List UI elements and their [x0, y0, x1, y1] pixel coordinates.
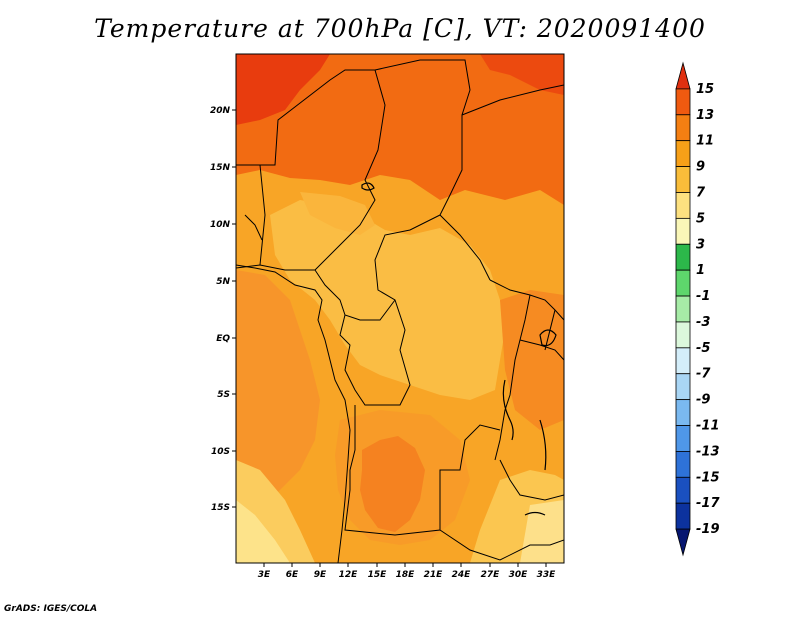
colorbar-label: -17	[696, 496, 720, 511]
field-north-band	[236, 54, 564, 205]
field-north-max	[236, 54, 330, 125]
colorbar-swatch	[675, 166, 691, 193]
x-tick-label: 30E	[509, 570, 529, 580]
colorbar-swatch	[675, 373, 691, 401]
colorbar-swatch	[675, 114, 691, 142]
field-southwest-coolest	[236, 500, 290, 563]
colorbar: 15 13 11 9 7 5 3 1 -1 -3 -5 -7 -9 -11 -13 -15 -17 -19	[675, 61, 720, 557]
colorbar-swatch	[675, 451, 691, 478]
y-tick-label: EQ	[216, 334, 230, 344]
credit-label: GrADS: IGES/COLA	[4, 604, 98, 614]
lake-victoria	[539, 329, 557, 347]
colorbar-label: 11	[696, 134, 714, 149]
x-tick-label: 27E	[481, 570, 501, 580]
colorbar-label: 15	[696, 82, 714, 97]
colorbar-swatch	[675, 140, 691, 167]
x-tick-label: 6E	[286, 570, 299, 580]
field-southeast-coolest	[520, 500, 564, 563]
lake-chad	[361, 182, 375, 191]
x-tick-label: 18E	[396, 570, 416, 580]
colorbar-label: 1	[696, 263, 705, 278]
colorbar-top-arrow	[675, 61, 691, 90]
chart-title: Temperature at 700hPa [C], VT: 202009140…	[94, 14, 706, 43]
colorbar-label: -7	[696, 367, 711, 382]
x-tick-label: 24E	[452, 570, 472, 580]
colorbar-swatch	[675, 502, 691, 530]
country-borders	[236, 59, 564, 561]
colorbar-bottom-arrow	[675, 528, 691, 557]
colorbar-label: -19	[696, 522, 720, 537]
colorbar-swatch	[675, 425, 691, 452]
y-tick-label: 10N	[210, 220, 231, 230]
field-east-warm	[500, 290, 564, 430]
colorbar-label: 7	[696, 185, 706, 200]
coastline	[235, 264, 351, 564]
lake-malawi	[539, 419, 547, 471]
colorbar-swatch	[675, 399, 691, 426]
field-northeast-max	[480, 54, 564, 95]
x-tick-label: 3E	[258, 570, 271, 580]
colorbar-label: 3	[696, 237, 705, 252]
colorbar-label: -13	[696, 444, 720, 459]
y-tick-label: 10S	[211, 447, 230, 457]
x-tick-label: 12E	[339, 570, 359, 580]
x-tick-label: 9E	[314, 570, 327, 580]
colorbar-swatch	[675, 88, 691, 116]
colorbar-swatch	[675, 192, 691, 219]
colorbar-swatch	[675, 321, 691, 349]
colorbar-label: -15	[696, 470, 720, 485]
colorbar-swatch	[675, 476, 691, 504]
x-axis: 3E 6E 9E 12E 15E 18E 21E 24E 27E 30E 33E	[258, 563, 556, 580]
field-central-light	[270, 200, 505, 400]
colorbar-swatch	[675, 217, 691, 245]
lakes	[361, 182, 557, 516]
y-tick-label: 5N	[216, 277, 230, 287]
colorbar-label: 13	[696, 108, 714, 123]
colorbar-swatch	[675, 269, 691, 297]
y-tick-label: 15S	[211, 503, 230, 513]
field-sahel-light	[300, 192, 375, 235]
colorbar-label: -5	[696, 341, 710, 356]
y-tick-label: 20N	[210, 106, 231, 116]
map-frame	[235, 53, 565, 564]
lake-tanganyika	[502, 379, 514, 441]
colorbar-label: -3	[696, 315, 710, 330]
colorbar-swatch	[675, 347, 691, 375]
colorbar-label: -9	[696, 393, 710, 408]
field-south-orange	[335, 410, 470, 545]
x-tick-label: 33E	[537, 570, 557, 580]
colorbar-label: 5	[696, 211, 705, 226]
colorbar-label: 9	[696, 160, 705, 175]
x-tick-label: 21E	[424, 570, 444, 580]
colorbar-swatch	[675, 295, 691, 323]
colorbar-swatch	[675, 243, 691, 271]
lake-kariba	[524, 511, 546, 516]
y-axis: 20N 15N 10N 5N EQ 5S 10S 15S	[210, 106, 236, 513]
temperature-field	[236, 54, 564, 563]
y-tick-label: 15N	[210, 163, 231, 173]
y-tick-label: 5S	[217, 390, 230, 400]
colorbar-label: -11	[696, 419, 720, 434]
field-atlantic-warm	[236, 270, 320, 520]
x-tick-label: 15E	[368, 570, 388, 580]
colorbar-label: -1	[696, 289, 710, 304]
